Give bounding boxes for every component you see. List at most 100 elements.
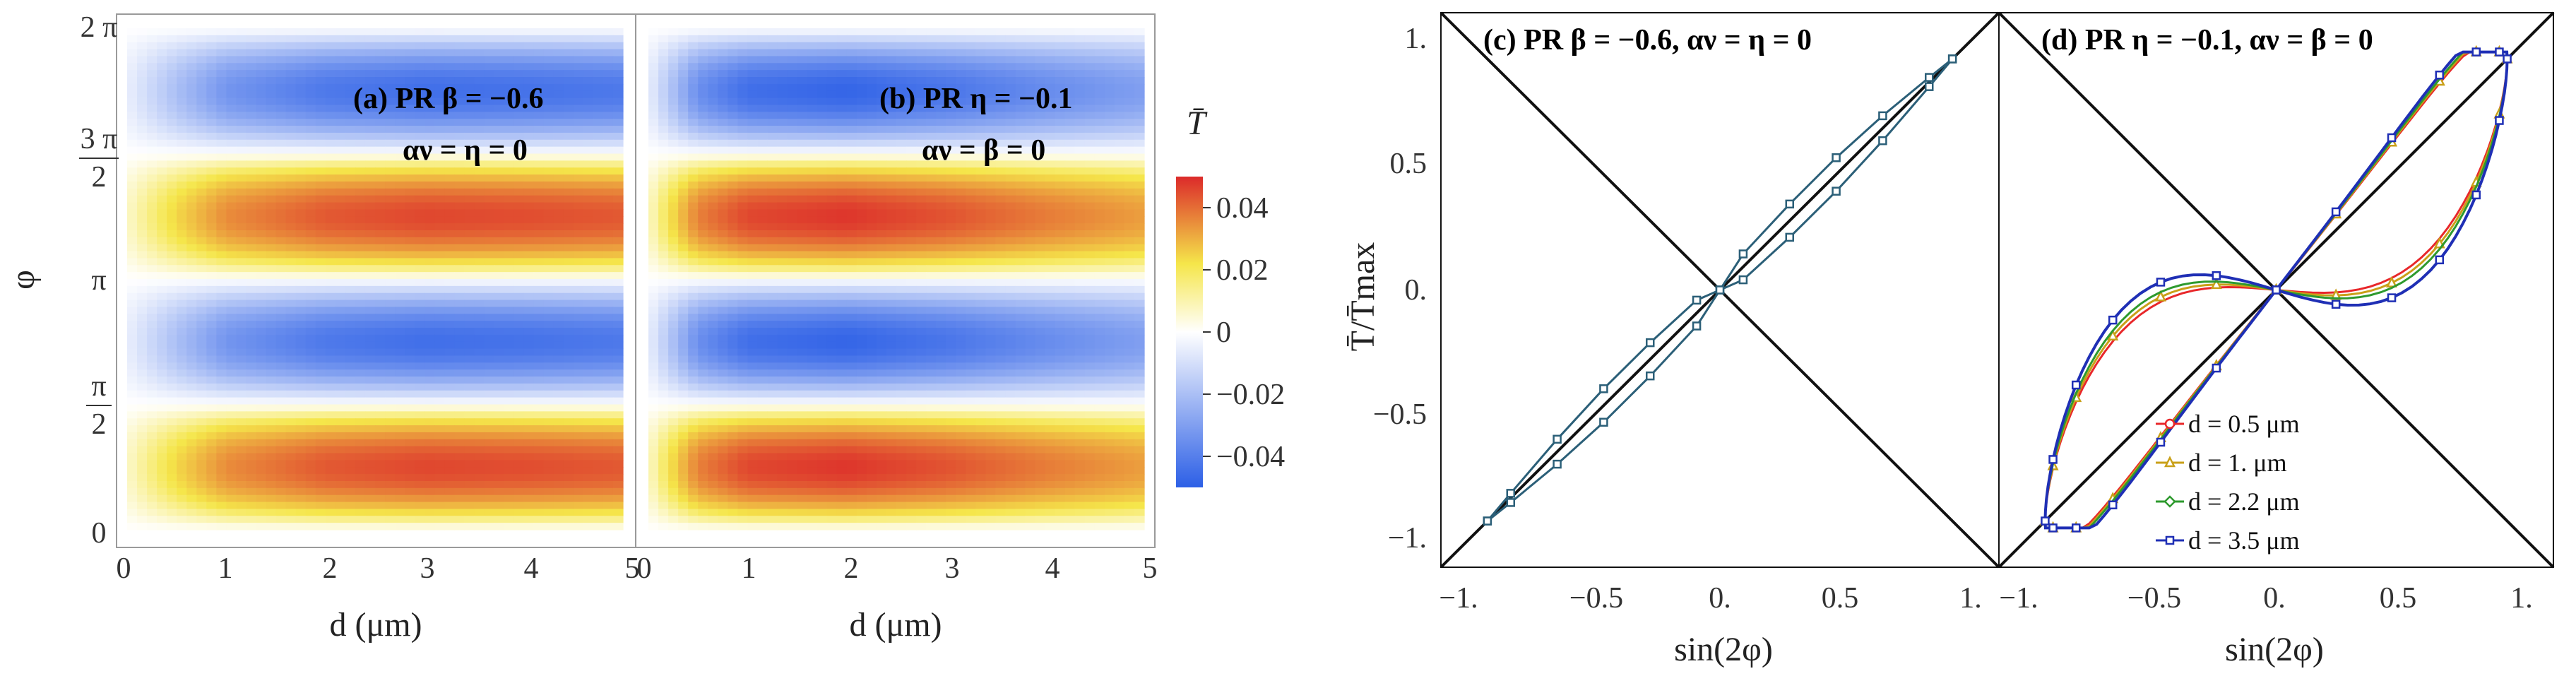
heatmap-a-cell [523, 195, 535, 203]
heatmap-b-cell [787, 77, 798, 85]
heatmap-a-cell [563, 494, 574, 503]
heatmap-b-cell [797, 160, 808, 168]
heatmap-a-cell [266, 279, 277, 287]
heatmap-a-cell [593, 362, 604, 370]
heatmap-a-cell [295, 272, 307, 280]
heatmap-a-cell [236, 160, 247, 168]
heatmap-a-cell [147, 251, 158, 259]
heatmap-b-cell [1074, 77, 1086, 85]
heatmap-a-cell [444, 487, 455, 496]
heatmap-b-cell [1055, 202, 1066, 210]
heatmap-a-cell [266, 383, 277, 391]
heatmap-a-cell [167, 63, 177, 71]
heatmap-a-cell [236, 265, 247, 273]
heatmap-a-cell [504, 105, 515, 112]
heatmap-a-cell [444, 244, 455, 252]
heatmap-a-cell [553, 279, 564, 287]
heatmap-b-cell [747, 90, 759, 99]
heatmap-a-cell [325, 181, 336, 189]
heatmap-b-cell [846, 167, 857, 175]
heatmap-a-cell [533, 126, 545, 134]
heatmap-a-cell [444, 230, 455, 238]
heatmap-a-cell [315, 446, 326, 454]
heatmap-a-cell [216, 105, 227, 112]
heatmap-a-cell [345, 432, 356, 440]
heatmap-a-cell [425, 230, 435, 238]
heatmap-b-cell [886, 146, 897, 155]
heatmap-a-cell [405, 328, 415, 336]
heatmap-a-cell [325, 139, 336, 148]
heatmap-a-cell [533, 195, 545, 203]
heatmap-a-cell [137, 174, 148, 182]
heatmap-a-cell [553, 119, 564, 126]
heatmap-a-cell [385, 328, 396, 336]
heatmap-a-cell [157, 279, 167, 287]
heatmap-a-cell [177, 251, 187, 259]
heatmap-b-cell [797, 216, 808, 224]
heatmap-a-cell [603, 362, 614, 370]
heatmap-a-cell [196, 285, 207, 294]
heatmap-a-cell [355, 376, 366, 384]
heatmap-a-cell [434, 307, 445, 314]
heatmap-a-cell [364, 362, 376, 370]
heatmap-b-cell [718, 105, 728, 112]
heatmap-b-cell [797, 49, 808, 57]
heatmap-b-cell [846, 42, 857, 50]
heatmap-b-cell [975, 90, 986, 99]
heatmap-b-cell [648, 174, 659, 182]
heatmap-a-cell [256, 244, 267, 252]
heatmap-a-cell [395, 209, 405, 217]
heatmap-b-cell [658, 97, 669, 106]
heatmap-b-cell [767, 181, 778, 189]
heatmap-b-cell [787, 174, 798, 182]
heatmap-b-cell [1124, 42, 1135, 50]
heatmap-a-cell [612, 237, 624, 245]
heatmap-a-cell [315, 119, 326, 126]
heatmap-a-cell [563, 292, 574, 301]
heatmap-a-cell [157, 63, 167, 71]
heatmap-a-cell [375, 195, 386, 203]
heatmap-b-cell [966, 112, 976, 119]
heatmap-b-cell [1074, 63, 1086, 71]
heatmap-a-cell [295, 334, 307, 343]
heatmap-b-cell [936, 188, 946, 196]
heatmap-b-cell [807, 105, 818, 112]
heatmap-a-cell [256, 160, 267, 168]
heatmap-a-cell [563, 167, 574, 175]
heatmap-a-cell [385, 132, 396, 141]
heatmap-b-cell [995, 56, 1007, 64]
heatmap-a-cell [216, 174, 227, 182]
heatmap-a-cell [167, 70, 177, 78]
heatmap-a-cell [216, 474, 227, 482]
heatmap-a-cell [593, 251, 604, 259]
heatmap-a-cell [137, 223, 148, 231]
heatmap-a-cell [236, 272, 247, 280]
heatmap-b-cell [787, 35, 798, 43]
heatmap-a-cell [127, 348, 138, 357]
heatmap-a-cell [266, 509, 277, 516]
heatmap-a-cell [603, 348, 614, 357]
heatmap-a-cell [464, 285, 475, 294]
heatmap-a-cell [177, 334, 187, 343]
heatmap-a-cell [137, 160, 148, 168]
heatmap-a-cell [434, 83, 445, 92]
heatmap-a-cell [275, 272, 287, 280]
heatmap-b-cell [826, 195, 838, 203]
heatmap-a-cell [236, 237, 247, 245]
heatmap-a-cell [454, 362, 465, 370]
heatmap-a-cell [147, 494, 158, 503]
heatmap-a-cell [415, 516, 425, 523]
heatmap-a-cell [425, 258, 435, 266]
heatmap-a-cell [464, 328, 475, 336]
heatmap-b-cell [1134, 83, 1145, 92]
heatmap-a-cell [434, 63, 445, 71]
heatmap-a-cell [464, 265, 475, 273]
heatmap-a-cell [504, 369, 515, 377]
heatmap-a-cell [285, 97, 297, 106]
heatmap-a-cell [563, 348, 574, 357]
heatmap-b-cell [956, 35, 966, 43]
heatmap-a-cell [246, 502, 257, 510]
heatmap-b-cell [757, 119, 768, 126]
heatmap-a-cell [385, 188, 396, 196]
heatmap-a-cell [543, 446, 554, 454]
